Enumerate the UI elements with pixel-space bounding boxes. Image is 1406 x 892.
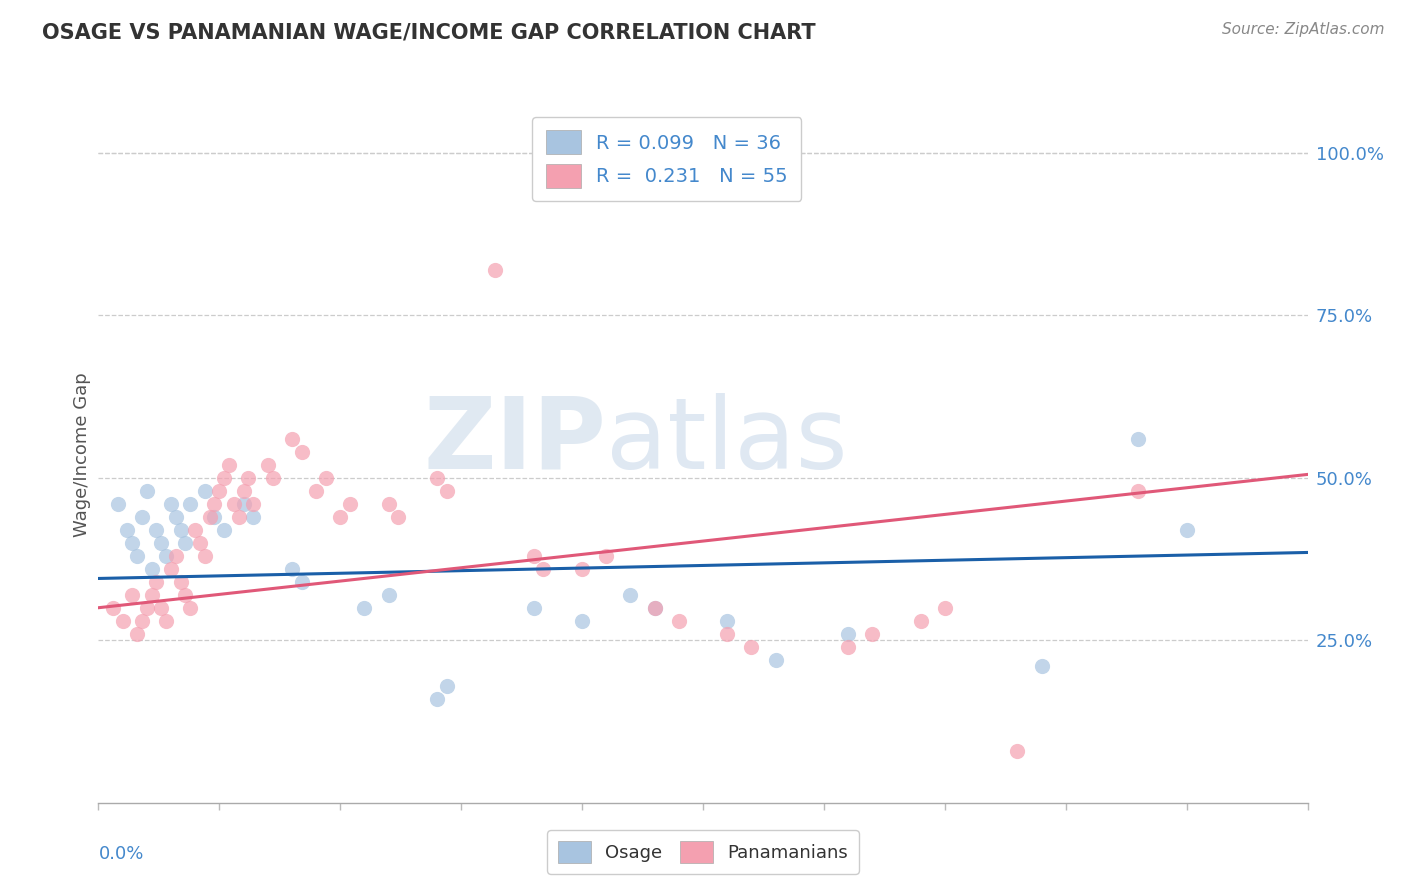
Point	[1007, 744, 1029, 758]
Point	[290, 574, 312, 589]
Point	[188, 535, 211, 549]
Point	[523, 600, 546, 615]
Point	[644, 600, 666, 615]
Text: OSAGE VS PANAMANIAN WAGE/INCOME GAP CORRELATION CHART: OSAGE VS PANAMANIAN WAGE/INCOME GAP CORR…	[42, 22, 815, 42]
Point	[179, 497, 201, 511]
Point	[145, 523, 167, 537]
Point	[198, 509, 221, 524]
Point	[339, 497, 361, 511]
Point	[127, 549, 149, 563]
Point	[204, 509, 226, 524]
Point	[135, 483, 157, 498]
Point	[305, 483, 328, 498]
Point	[111, 614, 134, 628]
Point	[135, 600, 157, 615]
Point	[353, 600, 375, 615]
Point	[765, 653, 787, 667]
Point	[208, 483, 231, 498]
Point	[262, 471, 284, 485]
Point	[377, 497, 399, 511]
Point	[194, 483, 217, 498]
Point	[387, 509, 409, 524]
Point	[150, 535, 173, 549]
Point	[1128, 483, 1150, 498]
Point	[174, 535, 197, 549]
Point	[484, 262, 506, 277]
Point	[155, 614, 177, 628]
Point	[619, 588, 641, 602]
Point	[238, 471, 260, 485]
Text: 0.0%: 0.0%	[98, 845, 143, 863]
Point	[571, 614, 593, 628]
Point	[716, 626, 738, 640]
Point	[426, 691, 449, 706]
Point	[194, 549, 217, 563]
Point	[860, 626, 883, 640]
Text: Source: ZipAtlas.com: Source: ZipAtlas.com	[1222, 22, 1385, 37]
Point	[145, 574, 167, 589]
Point	[1128, 432, 1150, 446]
Point	[644, 600, 666, 615]
Point	[232, 497, 254, 511]
Point	[426, 471, 449, 485]
Point	[232, 483, 254, 498]
Point	[141, 588, 163, 602]
Point	[571, 562, 593, 576]
Point	[131, 614, 153, 628]
Point	[184, 523, 207, 537]
Point	[121, 588, 143, 602]
Point	[523, 549, 546, 563]
Point	[222, 497, 245, 511]
Point	[281, 432, 304, 446]
Point	[212, 523, 235, 537]
Point	[141, 562, 163, 576]
Point	[281, 562, 304, 576]
Point	[212, 471, 235, 485]
Point	[174, 588, 197, 602]
Point	[377, 588, 399, 602]
Point	[107, 497, 129, 511]
Point	[329, 509, 352, 524]
Point	[117, 523, 139, 537]
Point	[218, 458, 240, 472]
Point	[910, 614, 932, 628]
Point	[169, 523, 191, 537]
Point	[169, 574, 191, 589]
Point	[242, 509, 264, 524]
Point	[290, 444, 312, 458]
Point	[740, 640, 762, 654]
Point	[165, 509, 187, 524]
Point	[101, 600, 124, 615]
Point	[1175, 523, 1198, 537]
Point	[716, 614, 738, 628]
Point	[837, 640, 859, 654]
Point	[204, 497, 226, 511]
Point	[155, 549, 177, 563]
Point	[127, 626, 149, 640]
Point	[934, 600, 956, 615]
Y-axis label: Wage/Income Gap: Wage/Income Gap	[73, 373, 91, 537]
Point	[315, 471, 337, 485]
Point	[436, 679, 458, 693]
Point	[150, 600, 173, 615]
Point	[160, 497, 183, 511]
Point	[121, 535, 143, 549]
Point	[837, 626, 859, 640]
Point	[131, 509, 153, 524]
Legend: Osage, Panamanians: Osage, Panamanians	[547, 830, 859, 874]
Point	[242, 497, 264, 511]
Point	[165, 549, 187, 563]
Text: atlas: atlas	[606, 392, 848, 490]
Point	[179, 600, 201, 615]
Point	[1031, 659, 1053, 673]
Point	[256, 458, 278, 472]
Point	[228, 509, 250, 524]
Text: ZIP: ZIP	[423, 392, 606, 490]
Point	[531, 562, 554, 576]
Point	[160, 562, 183, 576]
Point	[668, 614, 690, 628]
Point	[595, 549, 617, 563]
Point	[436, 483, 458, 498]
